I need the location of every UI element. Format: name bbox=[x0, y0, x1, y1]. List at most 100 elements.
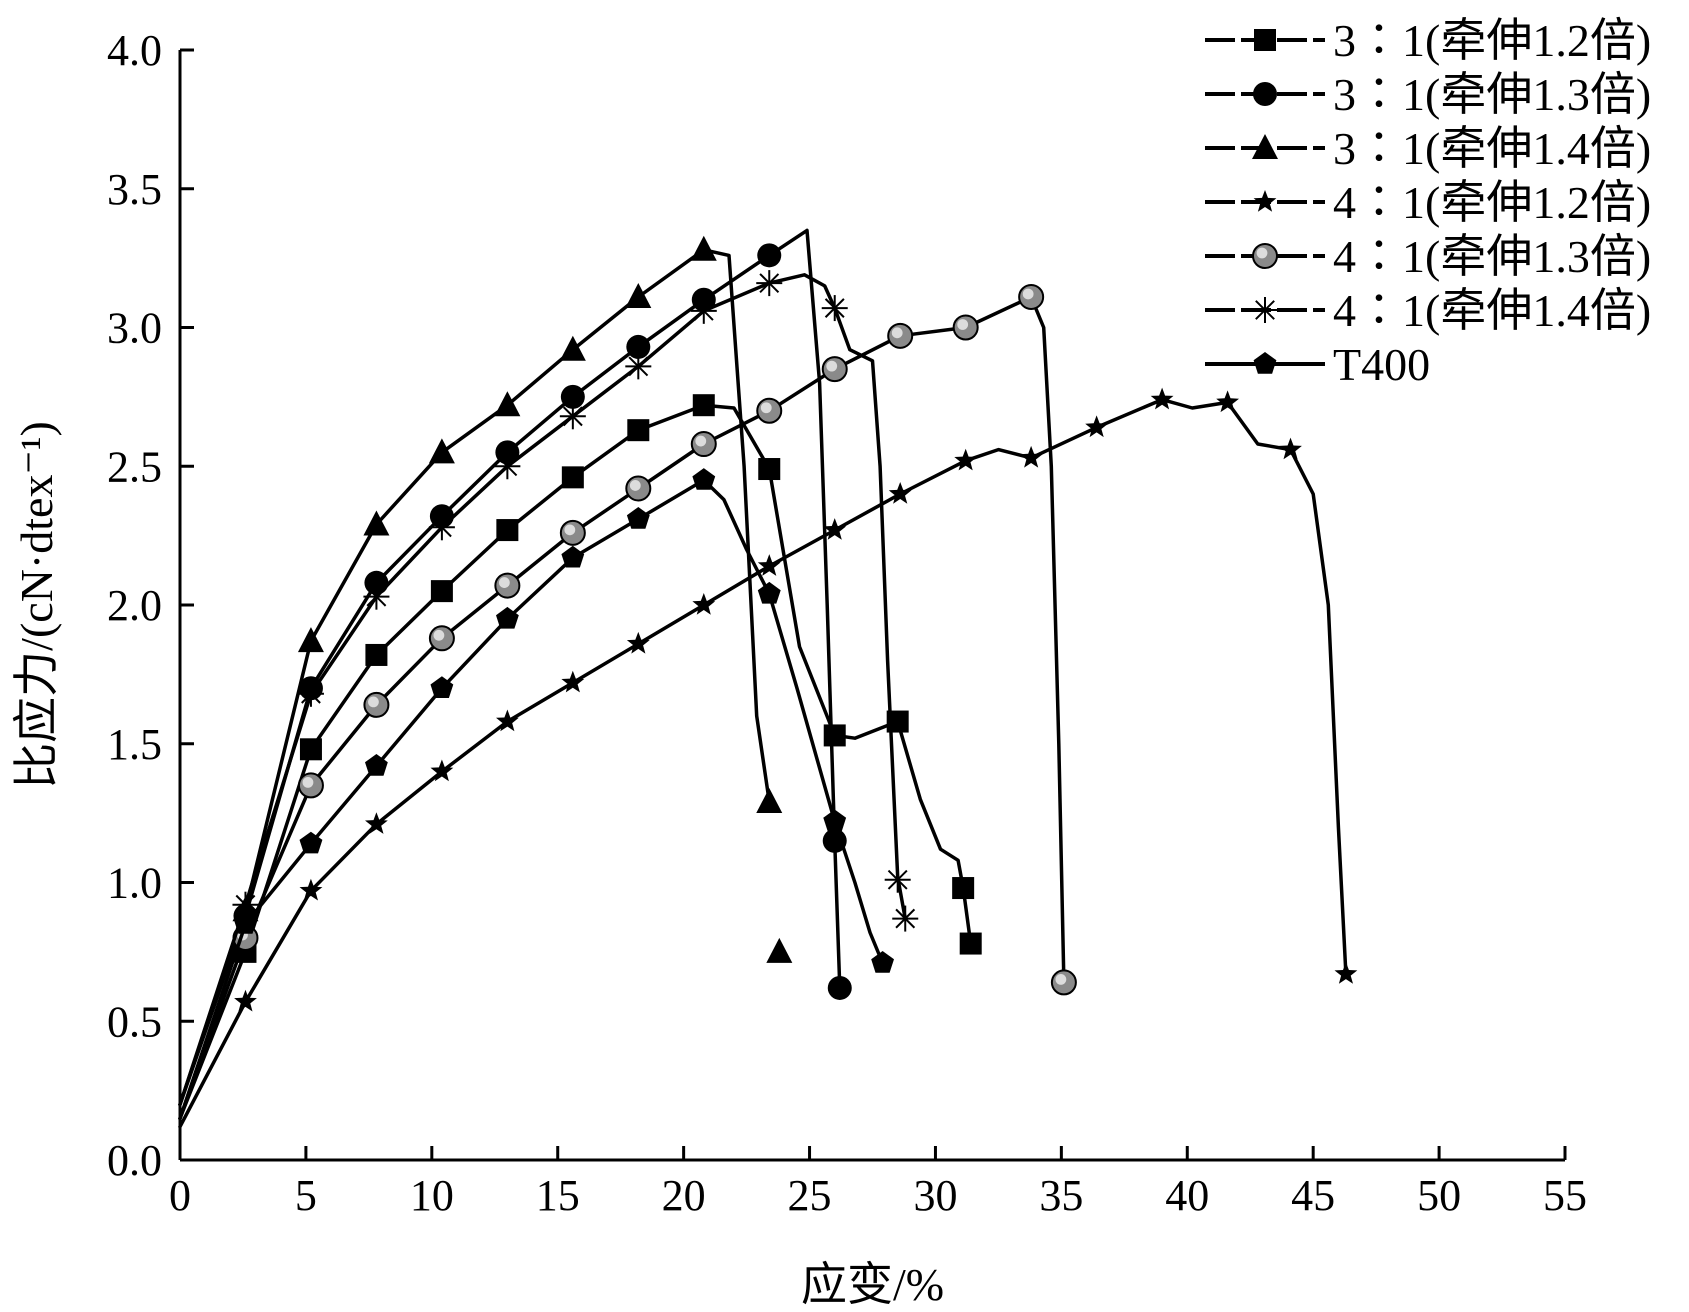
x-tick-label: 55 bbox=[1543, 1171, 1587, 1220]
data-point bbox=[821, 356, 848, 383]
shaded-circle-highlight bbox=[368, 696, 379, 708]
square-marker-shape bbox=[758, 458, 781, 481]
pentagon-marker-shape bbox=[365, 754, 388, 776]
star-marker-shape bbox=[888, 482, 912, 504]
asterisk-marker-stroke bbox=[693, 300, 714, 321]
star-marker-shape bbox=[626, 631, 650, 654]
star-marker-shape bbox=[1216, 390, 1239, 413]
star-marker-shape bbox=[1334, 962, 1358, 984]
data-point bbox=[560, 384, 585, 409]
series-1 bbox=[178, 394, 982, 1121]
data-point bbox=[1279, 437, 1302, 460]
data-point bbox=[1019, 445, 1043, 468]
x-tick-label: 5 bbox=[295, 1171, 317, 1220]
star-marker-shape bbox=[365, 812, 388, 834]
legend-label: 3∶1(牵伸1.2倍) bbox=[1333, 15, 1651, 66]
data-point bbox=[1018, 283, 1045, 310]
y-tick-label: 0.0 bbox=[107, 1136, 162, 1185]
legend-item: 4∶1(牵伸1.2倍) bbox=[1205, 177, 1651, 228]
pentagon-marker-shape bbox=[430, 676, 454, 698]
shaded-circle-highlight bbox=[564, 524, 576, 536]
data-point bbox=[234, 912, 257, 934]
data-point bbox=[756, 270, 783, 297]
shaded-circle-highlight bbox=[695, 435, 707, 447]
star-marker-shape bbox=[1150, 387, 1174, 410]
series-3 bbox=[178, 235, 793, 1107]
square-marker-shape bbox=[823, 724, 846, 747]
triangle-marker-shape bbox=[756, 788, 783, 814]
circle-marker-shape bbox=[757, 243, 782, 268]
pentagon-marker-shape bbox=[299, 831, 323, 854]
star-marker-shape bbox=[1019, 445, 1043, 468]
x-tick-label: 20 bbox=[662, 1171, 706, 1220]
data-point bbox=[823, 809, 847, 832]
data-point bbox=[757, 581, 781, 604]
data-point bbox=[884, 866, 911, 893]
series-line bbox=[178, 403, 973, 1121]
data-point bbox=[871, 951, 894, 973]
star-marker-shape bbox=[823, 518, 847, 540]
data-point bbox=[494, 453, 521, 480]
data-point bbox=[428, 625, 455, 652]
x-tick-label: 30 bbox=[913, 1171, 957, 1220]
star-marker-shape bbox=[954, 448, 978, 471]
data-point bbox=[952, 314, 979, 341]
circle-marker-shape bbox=[560, 384, 585, 409]
star-marker-shape bbox=[1253, 190, 1277, 212]
triangle-marker-shape bbox=[559, 335, 586, 361]
triangle-marker-shape bbox=[363, 510, 390, 536]
data-point bbox=[299, 831, 323, 854]
data-point bbox=[892, 905, 919, 932]
square-marker-shape bbox=[952, 877, 975, 900]
data-point bbox=[428, 514, 455, 541]
y-tick-label: 2.0 bbox=[107, 581, 162, 630]
data-point bbox=[626, 631, 650, 654]
triangle-marker-shape bbox=[625, 282, 652, 308]
legend-label: 4∶1(牵伸1.2倍) bbox=[1333, 177, 1651, 228]
triangle-marker-shape bbox=[1252, 134, 1278, 159]
series-line bbox=[178, 228, 842, 1107]
data-point bbox=[1050, 969, 1077, 996]
series-line bbox=[178, 478, 885, 1121]
data-point bbox=[690, 235, 717, 261]
y-axis-title: 比应力/(cN·dtex⁻¹) bbox=[11, 421, 62, 789]
legend-item: T400 bbox=[1205, 339, 1430, 390]
legend-label: 3∶1(牵伸1.3倍) bbox=[1333, 69, 1651, 120]
square-marker-shape bbox=[1254, 29, 1276, 51]
data-point bbox=[559, 519, 586, 546]
star-marker-shape bbox=[561, 670, 585, 693]
star-marker-shape bbox=[1085, 415, 1108, 438]
legend-marker bbox=[1253, 82, 1277, 106]
data-point bbox=[299, 878, 323, 901]
data-point bbox=[758, 458, 781, 481]
y-tick-label: 2.5 bbox=[107, 442, 162, 491]
data-point bbox=[559, 335, 586, 361]
circle-marker-shape bbox=[495, 440, 520, 465]
data-point bbox=[430, 759, 454, 782]
data-point bbox=[756, 397, 783, 424]
star-marker-shape bbox=[757, 554, 781, 576]
triangle-marker-shape bbox=[297, 627, 324, 653]
data-point bbox=[299, 738, 322, 761]
asterisk-marker-stroke bbox=[301, 683, 321, 704]
series-2 bbox=[178, 228, 852, 1107]
shaded-circle-highlight bbox=[1022, 288, 1034, 300]
star-marker-shape bbox=[299, 878, 323, 901]
shaded-circle-highlight bbox=[957, 319, 969, 330]
data-point bbox=[823, 724, 846, 747]
x-tick-label: 45 bbox=[1291, 1171, 1335, 1220]
square-marker-shape bbox=[561, 466, 584, 489]
square-marker-shape bbox=[692, 394, 715, 417]
series-4 bbox=[178, 387, 1358, 1129]
legend-item: 3∶1(牵伸1.4倍) bbox=[1205, 123, 1651, 174]
series-5 bbox=[178, 283, 1077, 1121]
legend-marker bbox=[1253, 190, 1277, 212]
legend-label: T400 bbox=[1333, 339, 1430, 390]
shaded-circle-highlight bbox=[1256, 247, 1268, 259]
y-tick-label: 1.5 bbox=[107, 720, 162, 769]
data-point bbox=[363, 691, 390, 718]
legend-label: 3∶1(牵伸1.4倍) bbox=[1333, 123, 1651, 174]
data-point bbox=[954, 448, 978, 471]
pentagon-marker-shape bbox=[1253, 352, 1277, 374]
